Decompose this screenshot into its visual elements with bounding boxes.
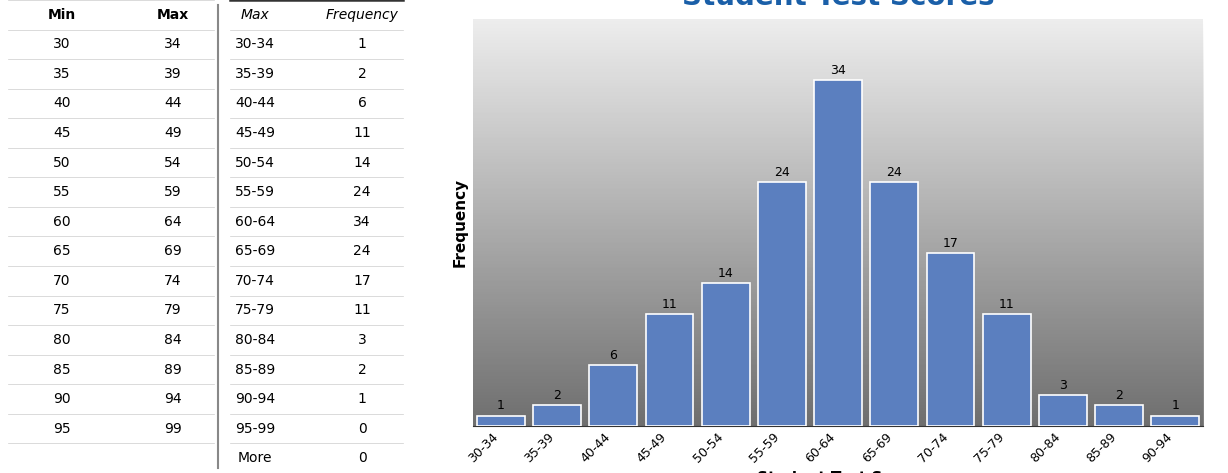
Bar xyxy=(758,182,806,426)
Text: 2: 2 xyxy=(553,389,561,403)
Text: 24: 24 xyxy=(774,166,790,179)
Text: 65: 65 xyxy=(53,244,70,258)
Text: 17: 17 xyxy=(354,274,371,288)
Text: 95-99: 95-99 xyxy=(235,421,275,436)
Text: 75-79: 75-79 xyxy=(235,303,275,317)
Bar xyxy=(982,314,1030,426)
Text: 50: 50 xyxy=(53,156,70,170)
Text: 34: 34 xyxy=(354,215,371,229)
Text: Max: Max xyxy=(157,8,189,22)
Text: 99: 99 xyxy=(163,421,182,436)
Title: Frequency Distribution of
Student Test Scores: Frequency Distribution of Student Test S… xyxy=(639,0,1038,11)
Bar xyxy=(646,314,694,426)
Bar xyxy=(814,80,862,426)
Text: 30: 30 xyxy=(53,37,70,52)
Text: 50-54: 50-54 xyxy=(235,156,275,170)
Text: 24: 24 xyxy=(354,244,371,258)
Text: 85: 85 xyxy=(53,362,70,377)
Text: 14: 14 xyxy=(354,156,371,170)
Text: 0: 0 xyxy=(357,451,366,465)
Text: 64: 64 xyxy=(165,215,182,229)
Text: 94: 94 xyxy=(165,392,182,406)
Text: 2: 2 xyxy=(1115,389,1124,403)
Text: 69: 69 xyxy=(163,244,182,258)
Text: 75: 75 xyxy=(53,303,70,317)
Bar xyxy=(1152,416,1200,426)
Text: 1: 1 xyxy=(1172,400,1179,412)
Text: 70: 70 xyxy=(53,274,70,288)
Text: 89: 89 xyxy=(163,362,182,377)
Text: 11: 11 xyxy=(354,126,371,140)
Text: More: More xyxy=(238,451,273,465)
Text: 45-49: 45-49 xyxy=(235,126,275,140)
Text: 17: 17 xyxy=(943,237,959,250)
Y-axis label: Frequency: Frequency xyxy=(452,178,467,267)
Text: 90-94: 90-94 xyxy=(235,392,275,406)
Text: 1: 1 xyxy=(357,37,366,52)
Bar xyxy=(702,283,749,426)
Text: 14: 14 xyxy=(718,267,733,280)
Text: Min: Min xyxy=(48,8,76,22)
Text: 79: 79 xyxy=(165,303,182,317)
Text: 3: 3 xyxy=(357,333,366,347)
Text: 80: 80 xyxy=(53,333,70,347)
Text: 6: 6 xyxy=(357,96,366,111)
Text: 60: 60 xyxy=(53,215,70,229)
Text: 40: 40 xyxy=(53,96,70,111)
Text: 95: 95 xyxy=(53,421,70,436)
Text: 35: 35 xyxy=(53,67,70,81)
Text: 2: 2 xyxy=(357,67,366,81)
Text: 35-39: 35-39 xyxy=(235,67,275,81)
Bar xyxy=(476,416,524,426)
Text: 54: 54 xyxy=(165,156,182,170)
Text: Frequency: Frequency xyxy=(325,8,398,22)
Text: 80-84: 80-84 xyxy=(235,333,275,347)
Text: 11: 11 xyxy=(998,298,1014,311)
Text: 3: 3 xyxy=(1059,379,1067,392)
Bar xyxy=(871,182,919,426)
Text: 70-74: 70-74 xyxy=(235,274,275,288)
Text: 45: 45 xyxy=(53,126,70,140)
Bar xyxy=(1039,395,1087,426)
Text: 44: 44 xyxy=(165,96,182,111)
Text: 59: 59 xyxy=(165,185,182,199)
Text: 65-69: 65-69 xyxy=(235,244,275,258)
Text: 85-89: 85-89 xyxy=(235,362,275,377)
Bar xyxy=(533,405,581,426)
Text: 2: 2 xyxy=(357,362,366,377)
Text: 34: 34 xyxy=(830,64,846,77)
Text: 1: 1 xyxy=(357,392,366,406)
Text: 6: 6 xyxy=(609,349,618,362)
Text: 60-64: 60-64 xyxy=(235,215,275,229)
Text: 11: 11 xyxy=(662,298,678,311)
Text: 34: 34 xyxy=(165,37,182,52)
Text: 74: 74 xyxy=(165,274,182,288)
Text: 39: 39 xyxy=(165,67,182,81)
Text: 0: 0 xyxy=(357,421,366,436)
Text: 40-44: 40-44 xyxy=(235,96,275,111)
Text: 24: 24 xyxy=(354,185,371,199)
Text: 55: 55 xyxy=(53,185,70,199)
Text: 1: 1 xyxy=(497,400,505,412)
Text: 24: 24 xyxy=(887,166,903,179)
Text: Max: Max xyxy=(241,8,269,22)
Bar xyxy=(1095,405,1143,426)
Text: 90: 90 xyxy=(53,392,70,406)
Text: 30-34: 30-34 xyxy=(235,37,275,52)
Bar xyxy=(927,253,974,426)
Bar xyxy=(589,365,637,426)
Text: 84: 84 xyxy=(165,333,182,347)
X-axis label: Student Test Score: Student Test Score xyxy=(756,471,920,473)
Text: 11: 11 xyxy=(354,303,371,317)
Text: 55-59: 55-59 xyxy=(235,185,275,199)
Text: 49: 49 xyxy=(165,126,182,140)
